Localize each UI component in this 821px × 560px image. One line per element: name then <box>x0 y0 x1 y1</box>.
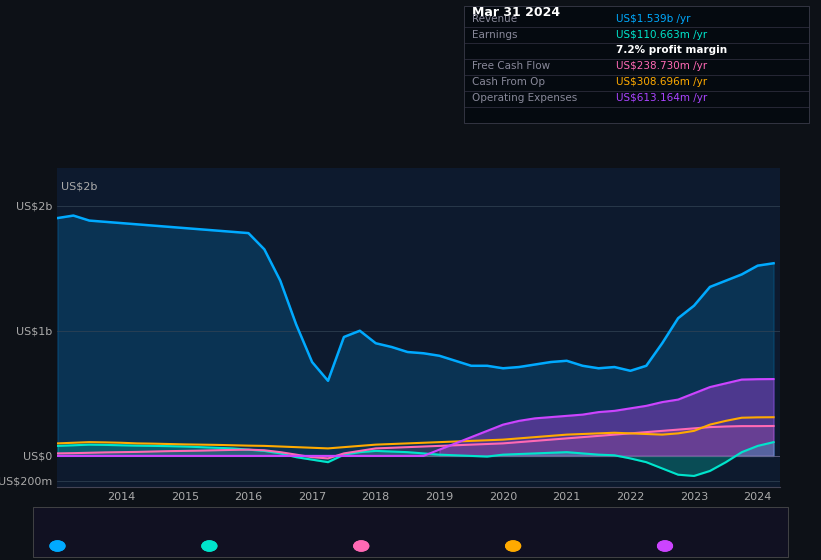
Text: Earnings: Earnings <box>220 541 268 551</box>
Text: US$1.539b /yr: US$1.539b /yr <box>616 13 690 24</box>
Text: Free Cash Flow: Free Cash Flow <box>372 541 456 551</box>
Text: Revenue: Revenue <box>68 541 117 551</box>
Text: US$308.696m /yr: US$308.696m /yr <box>616 77 707 87</box>
Text: Operating Expenses: Operating Expenses <box>472 93 577 103</box>
Text: Cash From Op: Cash From Op <box>524 541 602 551</box>
Text: Operating Expenses: Operating Expenses <box>676 541 788 551</box>
Text: Mar 31 2024: Mar 31 2024 <box>472 6 560 18</box>
Text: Revenue: Revenue <box>68 541 117 551</box>
Text: Free Cash Flow: Free Cash Flow <box>472 61 550 71</box>
Text: Earnings: Earnings <box>220 541 268 551</box>
Text: Free Cash Flow: Free Cash Flow <box>372 541 456 551</box>
Text: US$110.663m /yr: US$110.663m /yr <box>616 30 707 40</box>
Text: US$238.730m /yr: US$238.730m /yr <box>616 61 707 71</box>
Text: Operating Expenses: Operating Expenses <box>676 541 788 551</box>
Text: Cash From Op: Cash From Op <box>524 541 602 551</box>
Text: Cash From Op: Cash From Op <box>472 77 545 87</box>
Text: US$2b: US$2b <box>61 182 97 192</box>
Text: Revenue: Revenue <box>472 13 517 24</box>
Text: Earnings: Earnings <box>472 30 517 40</box>
Text: US$613.164m /yr: US$613.164m /yr <box>616 93 707 103</box>
Text: 7.2% profit margin: 7.2% profit margin <box>616 45 727 55</box>
